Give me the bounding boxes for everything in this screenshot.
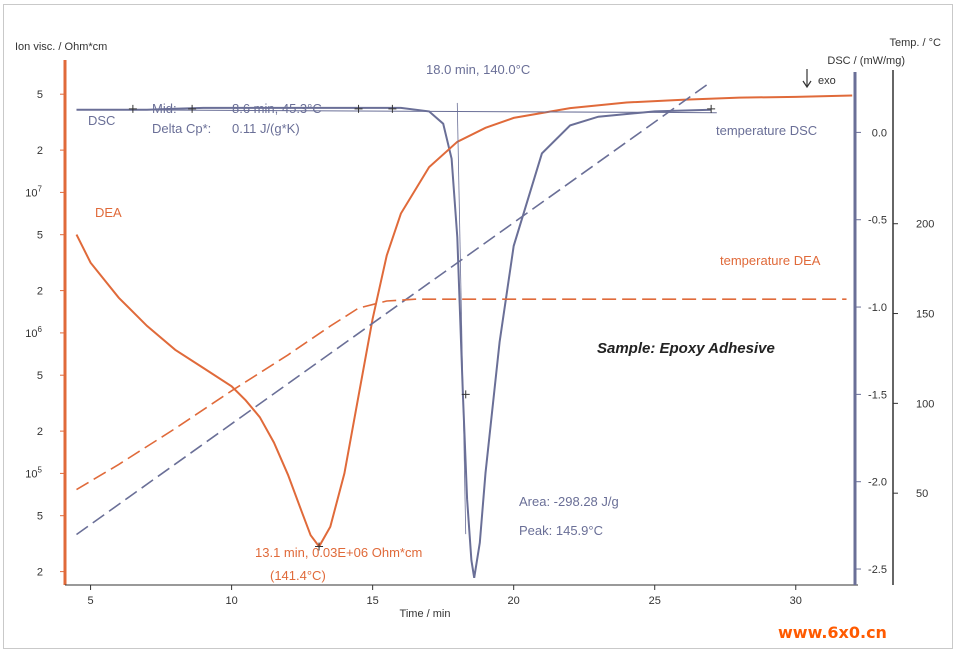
- dea-series-label: DEA: [95, 205, 122, 220]
- dsc-axis-title: DSC / (mW/mg): [827, 55, 905, 67]
- left-tick-label: 5: [37, 230, 43, 242]
- watermark: www.6x0.cn: [778, 623, 887, 642]
- left-tick-label: 5: [37, 511, 43, 523]
- left-tick-label: 2: [37, 426, 43, 438]
- x-axis-title: Time / min: [400, 608, 451, 620]
- chart-title: Sample: Epoxy Adhesive: [597, 340, 775, 357]
- x-tick-label: 10: [225, 595, 237, 607]
- dsc-tick-label: -2.0: [868, 477, 887, 489]
- area-annotation: Area: -298.28 J/g: [519, 494, 619, 509]
- temp-tick-label: 100: [916, 398, 934, 410]
- dea-min-marker: [315, 542, 324, 551]
- left-tick-label: 2: [37, 567, 43, 579]
- dsc-tick-label: -2.5: [868, 564, 887, 576]
- left-tick-label: 2: [37, 145, 43, 157]
- exo-label: exo: [818, 75, 836, 87]
- dsc-tick-label: -1.5: [868, 389, 887, 401]
- x-tick-label: 20: [508, 595, 520, 607]
- dsc-series-label: DSC: [88, 113, 115, 128]
- dsc-marker: [461, 390, 470, 399]
- series-temperature-dea: [76, 298, 847, 491]
- temp-tick-label: 200: [916, 219, 934, 231]
- left-tick-label: 2: [37, 286, 43, 298]
- left-tick-label: 5: [37, 370, 43, 382]
- left-tick-label: 105: [25, 465, 42, 480]
- dsc-tick-label: 0.0: [872, 127, 887, 139]
- x-tick-label: 15: [367, 595, 379, 607]
- left-tick-label: 107: [25, 184, 42, 199]
- dsc-peak-onset-annotation: 18.0 min, 140.0°C: [426, 62, 530, 77]
- dsc-tick-label: -0.5: [868, 215, 887, 227]
- series-dea: [75, 94, 853, 549]
- temp-tick-label: 150: [916, 309, 934, 321]
- dea-minimum-annotation: 13.1 min, 0.03E+06 Ohm*cm: [255, 545, 422, 560]
- x-tick-label: 25: [649, 595, 661, 607]
- left-tick-label: 106: [25, 325, 42, 340]
- dsc-baseline: [76, 109, 717, 114]
- series-dsc: [76, 106, 712, 578]
- temp-dea-series-label: temperature DEA: [720, 253, 821, 268]
- x-tick-label: 5: [88, 595, 94, 607]
- exo-arrow-icon: [802, 69, 812, 89]
- dsc-tick-label: -1.0: [868, 302, 887, 314]
- temp-axis-title: Temp. / °C: [890, 37, 942, 49]
- chart-frame: [3, 4, 953, 649]
- dsc-marker: [128, 104, 137, 113]
- delta-cp-value: 0.11 J/(g*K): [232, 121, 300, 136]
- dea-minimum-temp-annotation: (141.4°C): [270, 568, 326, 583]
- dsc-marker: [354, 104, 363, 113]
- peak-annotation: Peak: 145.9°C: [519, 523, 603, 538]
- dsc-marker: [388, 104, 397, 113]
- left-axis-title: Ion visc. / Ohm*cm: [15, 41, 107, 53]
- dsc-onset-leader: [456, 102, 467, 535]
- temp-tick-label: 50: [916, 488, 928, 500]
- dsc-marker: [707, 104, 716, 113]
- left-tick-label: 5: [37, 89, 43, 101]
- chart-marks: 5 10 15 20 25 30 5 2 107 5 2 106 5 2 105 5 2 0.0 -0.5 -1.0 -…: [25, 60, 934, 607]
- delta-cp-label: Delta Cp*:: [152, 121, 211, 136]
- x-tick-label: 30: [790, 595, 802, 607]
- temp-dsc-series-label: temperature DSC: [716, 123, 817, 138]
- series-temperature-dsc: [76, 81, 712, 536]
- dsc-marker: [188, 104, 197, 113]
